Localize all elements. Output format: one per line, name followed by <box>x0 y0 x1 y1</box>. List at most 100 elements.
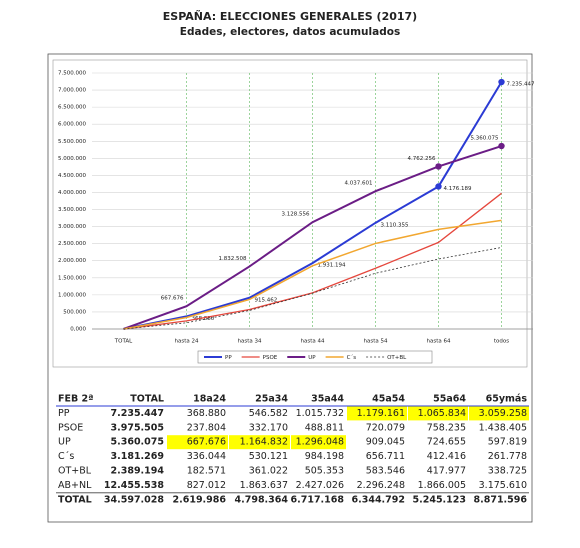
table-cell: 261.778 <box>488 451 527 462</box>
table-cell: 546.582 <box>249 408 288 419</box>
highlight <box>347 406 407 421</box>
table-cell: 505.353 <box>305 466 344 477</box>
x-tick-label: hasta 24 <box>175 339 199 345</box>
highlight <box>167 435 228 450</box>
table-cell: 2.427.026 <box>296 480 344 491</box>
table-cell: 1.438.405 <box>479 422 527 433</box>
y-tick-label: 5.500.000 <box>58 139 86 145</box>
table-cell: 5.245.123 <box>413 494 467 505</box>
table-cell: PSOE <box>58 422 83 433</box>
data-label: 667.676 <box>161 296 184 302</box>
y-tick-label: 7.500.000 <box>58 71 86 77</box>
data-label: 915.462 <box>255 297 278 303</box>
table-cell: 417.977 <box>427 466 466 477</box>
legend-label: PP <box>225 355 232 361</box>
y-tick-label: 1.000.000 <box>58 292 86 298</box>
y-tick-label: 1.500.000 <box>58 275 86 281</box>
x-tick-label: hasta 54 <box>364 339 388 345</box>
point-marker <box>435 163 442 170</box>
table-cell: 6.344.792 <box>352 494 406 505</box>
x-tick-label: todos <box>494 339 509 345</box>
table-cell: 336.044 <box>187 451 226 462</box>
table-cell: C´s <box>58 451 74 462</box>
data-label: 3.128.556 <box>282 212 310 218</box>
data-label: 1.931.194 <box>318 263 346 269</box>
table-cell: 758.235 <box>427 422 466 433</box>
data-label: 368.880 <box>192 316 215 322</box>
table-cell: 237.804 <box>187 422 226 433</box>
table-cell: 1.866.005 <box>418 480 466 491</box>
x-tick-label: hasta 34 <box>238 339 262 345</box>
point-marker <box>435 183 442 190</box>
table-cell: 530.121 <box>249 451 288 462</box>
x-tick-label: hasta 64 <box>427 339 451 345</box>
table-cell: 5.360.075 <box>111 437 165 448</box>
legend-label: PSOE <box>263 355 278 361</box>
table-cell: 2.296.248 <box>357 480 405 491</box>
chart-title: ESPAÑA: ELECCIONES GENERALES (2017) <box>163 10 417 23</box>
point-marker <box>498 142 505 150</box>
table-cell: 4.798.364 <box>235 494 289 505</box>
data-label: 7.235.447 <box>507 82 535 88</box>
y-tick-label: 2.000.000 <box>58 258 86 264</box>
table-cell: 1.863.637 <box>240 480 288 491</box>
y-tick-label: 0,000 <box>70 327 86 333</box>
chart-subtitle: Edades, electores, datos acumulados <box>180 26 400 38</box>
table-cell: 12.455.538 <box>104 480 164 491</box>
table-header: TOTAL <box>130 394 164 405</box>
y-tick-label: 3.000.000 <box>58 224 86 230</box>
table-cell: 667.676 <box>187 437 226 448</box>
table-cell: AB+NL <box>58 480 92 491</box>
series-line <box>123 247 502 330</box>
y-tick-label: 2.500.000 <box>58 241 86 247</box>
table-cell: 984.198 <box>305 451 344 462</box>
table-header: FEB 2ª <box>58 394 94 405</box>
table-header: 25a34 <box>255 394 288 405</box>
table-header: 45a54 <box>372 394 405 405</box>
table-cell: TOTAL <box>58 494 92 505</box>
table-cell: 3.181.269 <box>111 451 165 462</box>
table-cell: 724.655 <box>427 437 466 448</box>
table-cell: 488.811 <box>305 422 344 433</box>
highlight <box>469 406 529 421</box>
table-cell: 8.871.596 <box>474 494 528 505</box>
table-cell: 1.015.732 <box>296 408 344 419</box>
y-tick-label: 4.000.000 <box>58 190 86 196</box>
y-tick-label: 6.000.000 <box>58 122 86 128</box>
y-tick-label: 3.500.000 <box>58 207 86 213</box>
table-cell: 368.880 <box>187 408 226 419</box>
table-cell: 1.179.161 <box>357 408 405 419</box>
table-cell: 34.597.028 <box>104 494 164 505</box>
legend-label: C´s <box>347 355 357 361</box>
point-marker <box>498 78 505 86</box>
table-cell: 583.546 <box>366 466 405 477</box>
data-label: 3.110.355 <box>381 222 409 228</box>
table-cell: PP <box>58 408 70 419</box>
table-cell: UP <box>58 437 71 448</box>
table-header: 65ymás <box>486 394 528 405</box>
table-cell: 2.619.986 <box>173 494 227 505</box>
chart-frame <box>52 59 528 368</box>
highlight <box>408 406 468 421</box>
highlight <box>291 435 346 450</box>
outer-frame <box>47 53 533 523</box>
table-cell: 361.022 <box>249 466 288 477</box>
x-tick-label: hasta 44 <box>301 339 325 345</box>
table-header: 18a24 <box>193 394 226 405</box>
table-cell: 1.296.048 <box>296 437 344 448</box>
y-tick-label: 5.000.000 <box>58 156 86 162</box>
table-header: 55a64 <box>433 394 466 405</box>
table-cell: OT+BL <box>58 466 92 477</box>
data-label: 4.176.189 <box>444 186 472 192</box>
data-label: 4.037.601 <box>345 181 373 187</box>
y-tick-label: 500.000 <box>63 309 86 315</box>
legend-label: OT+BL <box>387 355 407 361</box>
table-cell: 656.711 <box>366 451 405 462</box>
data-label: 5.360.075 <box>471 136 499 142</box>
table-cell: 332.170 <box>249 422 288 433</box>
table-header: 35a44 <box>311 394 344 405</box>
highlight <box>229 435 290 450</box>
table-cell: 597.819 <box>488 437 527 448</box>
legend-frame <box>197 350 433 364</box>
